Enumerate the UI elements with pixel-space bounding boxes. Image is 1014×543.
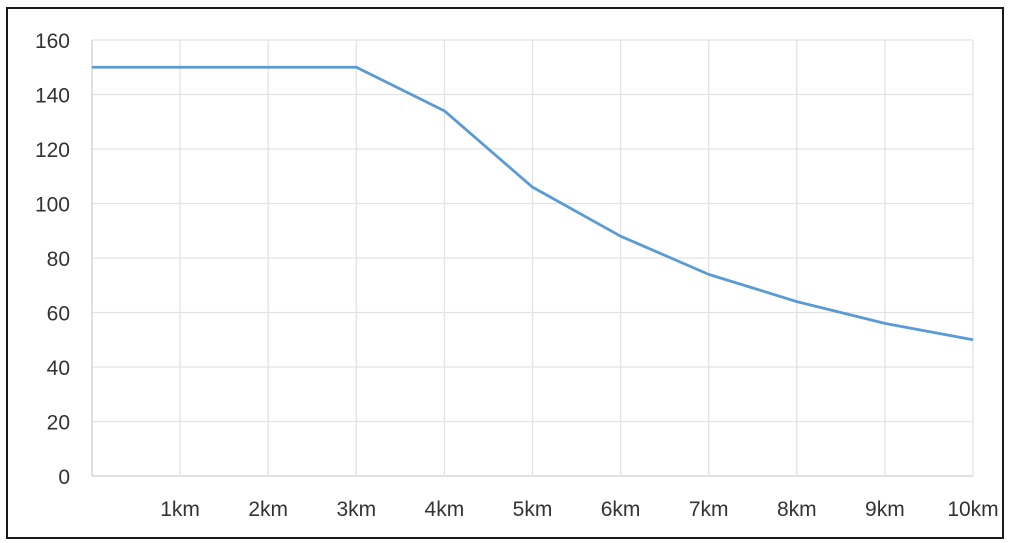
x-tick-label: 3km (336, 498, 376, 521)
chart-frame (6, 7, 1004, 539)
y-tick-label: 20 (47, 412, 70, 435)
y-tick-label: 160 (35, 30, 70, 53)
x-tick-label: 7km (689, 498, 729, 521)
x-tick-label: 4km (425, 498, 465, 521)
x-tick-label: 1km (160, 498, 200, 521)
series-line-0 (92, 65, 974, 342)
y-tick-label: 60 (47, 303, 70, 326)
y-tick-label: 120 (35, 139, 70, 162)
grid (91, 39, 974, 477)
x-tick-label: 9km (865, 498, 905, 521)
y-tick-label: 80 (47, 248, 70, 271)
x-tick-label: 5km (513, 498, 553, 521)
y-tick-label: 140 (35, 85, 70, 108)
x-axis-ticks: 1km 2km 3km 4km 5km 6km 7km 8km 9km 10km (160, 498, 998, 521)
y-axis-ticks: 0 20 40 60 80 100 120 140 160 (35, 30, 70, 489)
x-tick-label: 10km (947, 498, 998, 521)
series (92, 65, 974, 342)
x-tick-label: 6km (601, 498, 641, 521)
x-tick-label: 8km (777, 498, 817, 521)
y-tick-label: 100 (35, 194, 70, 217)
y-tick-label: 0 (58, 466, 70, 489)
y-tick-label: 40 (47, 357, 70, 380)
x-tick-label: 2km (248, 498, 288, 521)
